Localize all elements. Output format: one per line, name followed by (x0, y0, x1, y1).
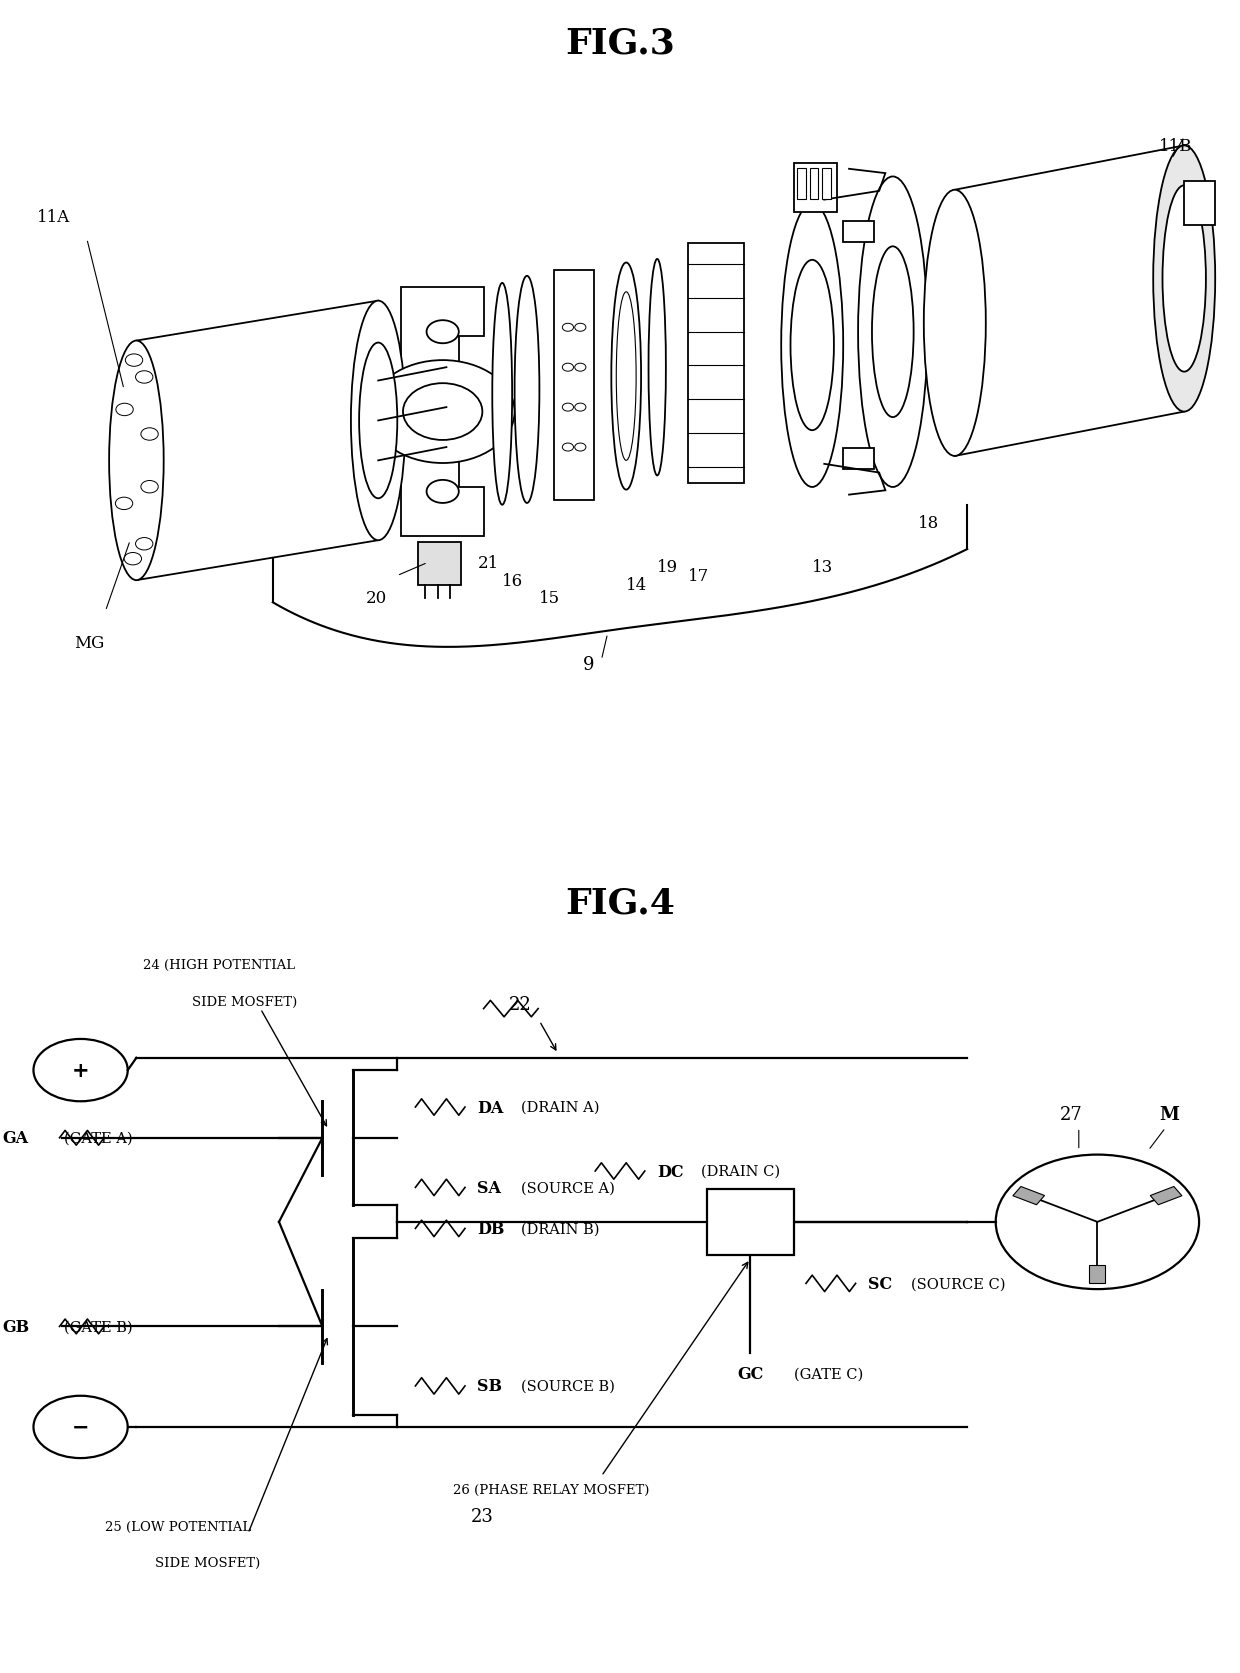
Text: 19: 19 (657, 559, 678, 576)
Bar (797, 169, 806, 199)
Text: 23: 23 (471, 1507, 494, 1526)
Bar (1184, 182, 1215, 226)
Text: GB: GB (2, 1318, 30, 1335)
Ellipse shape (611, 263, 641, 490)
Circle shape (371, 361, 515, 463)
Text: DA: DA (477, 1099, 503, 1116)
Text: (DRAIN B): (DRAIN B) (521, 1221, 599, 1236)
Text: SC: SC (868, 1275, 893, 1292)
Text: (GATE C): (GATE C) (794, 1367, 863, 1380)
Text: −: − (72, 1417, 89, 1437)
Circle shape (125, 355, 143, 366)
Text: 26 (PHASE RELAY MOSFET): 26 (PHASE RELAY MOSFET) (453, 1482, 649, 1496)
Circle shape (574, 365, 585, 371)
Text: (SOURCE C): (SOURCE C) (911, 1276, 1006, 1290)
Text: SIDE MOSFET): SIDE MOSFET) (155, 1556, 260, 1569)
Circle shape (33, 1395, 128, 1459)
Circle shape (562, 325, 573, 331)
Circle shape (574, 443, 585, 452)
Text: DC: DC (657, 1163, 683, 1179)
Circle shape (427, 480, 459, 504)
Text: FIG.3: FIG.3 (565, 27, 675, 60)
Ellipse shape (1153, 146, 1215, 412)
Text: (SOURCE A): (SOURCE A) (521, 1181, 615, 1195)
Text: +: + (72, 1061, 89, 1081)
Ellipse shape (360, 343, 397, 499)
Ellipse shape (649, 259, 666, 477)
Circle shape (141, 482, 159, 494)
Polygon shape (1089, 1265, 1105, 1283)
Polygon shape (955, 146, 1184, 457)
Circle shape (574, 325, 585, 331)
Text: (GATE B): (GATE B) (64, 1320, 133, 1333)
Circle shape (33, 1039, 128, 1101)
Text: M: M (1159, 1106, 1179, 1124)
Circle shape (115, 499, 133, 510)
Text: SIDE MOSFET): SIDE MOSFET) (192, 995, 298, 1007)
Bar (707, 1190, 794, 1255)
Circle shape (562, 403, 573, 412)
Ellipse shape (515, 276, 539, 504)
Text: GA: GA (2, 1129, 29, 1146)
Ellipse shape (858, 177, 928, 489)
Text: 20: 20 (366, 591, 387, 607)
Circle shape (403, 383, 482, 440)
Text: SB: SB (477, 1377, 502, 1395)
Text: SA: SA (477, 1179, 501, 1196)
Circle shape (562, 443, 573, 452)
Circle shape (996, 1154, 1199, 1290)
Polygon shape (136, 301, 378, 581)
Text: 18: 18 (918, 515, 939, 532)
Bar (843, 221, 874, 243)
Circle shape (124, 554, 141, 565)
Text: 25 (LOW POTENTIAL: 25 (LOW POTENTIAL (105, 1519, 252, 1532)
Bar (822, 169, 831, 199)
Bar (794, 164, 837, 212)
Ellipse shape (924, 191, 986, 457)
Text: 14: 14 (626, 577, 647, 594)
Circle shape (135, 539, 153, 550)
Circle shape (427, 321, 459, 345)
Text: 13: 13 (812, 559, 833, 576)
Text: (SOURCE B): (SOURCE B) (521, 1379, 615, 1394)
Text: 16: 16 (502, 572, 523, 589)
Text: 21: 21 (477, 554, 498, 572)
Bar (418, 542, 461, 586)
Ellipse shape (616, 293, 636, 462)
Polygon shape (401, 288, 484, 537)
Circle shape (562, 365, 573, 371)
Bar (843, 448, 874, 470)
Text: (DRAIN C): (DRAIN C) (701, 1164, 780, 1178)
Text: 22: 22 (508, 995, 531, 1012)
Ellipse shape (492, 284, 512, 505)
Polygon shape (1151, 1186, 1182, 1205)
Ellipse shape (109, 341, 164, 581)
Text: (GATE A): (GATE A) (64, 1131, 133, 1144)
Circle shape (135, 371, 153, 383)
Text: 11A: 11A (37, 209, 71, 226)
Text: 24 (HIGH POTENTIAL: 24 (HIGH POTENTIAL (143, 959, 295, 970)
Polygon shape (1013, 1186, 1044, 1205)
Ellipse shape (351, 301, 405, 540)
Bar (810, 169, 818, 199)
Text: GC: GC (738, 1365, 764, 1382)
Text: 17: 17 (688, 567, 709, 586)
Text: 15: 15 (539, 591, 560, 607)
Circle shape (115, 403, 133, 417)
Ellipse shape (1163, 186, 1205, 373)
Circle shape (141, 428, 159, 442)
Text: 27: 27 (1060, 1106, 1083, 1124)
Ellipse shape (781, 204, 843, 487)
Text: 11B: 11B (1159, 137, 1193, 154)
Text: 9: 9 (583, 656, 594, 674)
Bar (688, 244, 744, 483)
Ellipse shape (791, 261, 833, 432)
Circle shape (574, 403, 585, 412)
Text: DB: DB (477, 1220, 505, 1236)
Bar (554, 271, 594, 500)
Text: (DRAIN A): (DRAIN A) (521, 1101, 599, 1114)
Ellipse shape (872, 248, 914, 418)
Text: FIG.4: FIG.4 (565, 887, 675, 920)
Text: MG: MG (74, 634, 104, 651)
